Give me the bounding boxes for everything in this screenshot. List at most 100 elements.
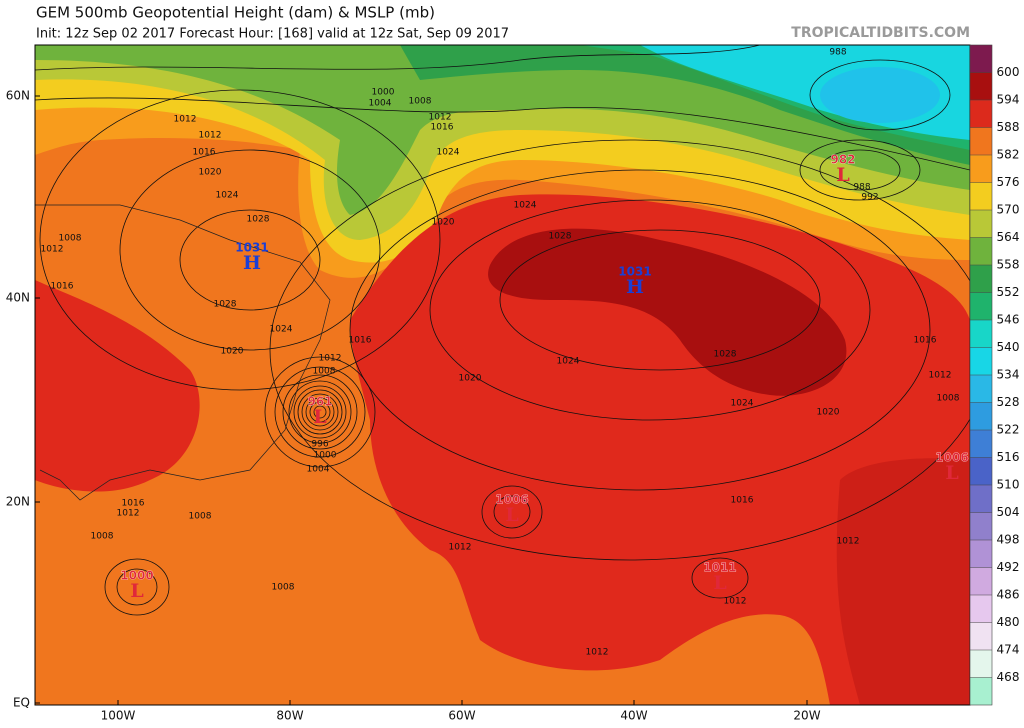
isobar-label: 1016	[431, 123, 454, 133]
isobar-label: 1016	[349, 336, 372, 346]
center-value: 1031	[618, 265, 651, 279]
isobar-label: 1024	[557, 357, 580, 367]
colorbar-swatch	[970, 237, 992, 265]
field-594	[488, 228, 847, 396]
center-value: 961	[307, 395, 332, 409]
isobar-label: 1020	[199, 168, 222, 178]
lon-label: 40W	[620, 709, 647, 723]
center-value: 1006	[495, 493, 528, 507]
isobar-label: 1008	[313, 367, 336, 377]
isobar-label: 1012	[117, 509, 140, 519]
lon-label: 100W	[101, 709, 136, 723]
isobar-label: 1012	[449, 543, 472, 553]
colorbar-swatch	[970, 677, 992, 705]
center-value: 1031	[235, 241, 268, 255]
field-africa	[836, 458, 970, 705]
field-588-west	[35, 280, 200, 492]
center-value: 982	[830, 153, 855, 167]
colorbar-label: 486	[997, 588, 1020, 602]
colorbar-swatch	[970, 320, 992, 348]
isobar-label: 1020	[432, 218, 455, 228]
colorbar-swatch	[970, 402, 992, 430]
center-value: 1000	[120, 569, 153, 583]
center-letter: L	[945, 462, 958, 484]
colorbar-label: 576	[997, 175, 1020, 189]
center-letter: L	[836, 164, 849, 186]
colorbar-swatch	[970, 650, 992, 678]
isobar-label: 1008	[189, 512, 212, 522]
isobar-label: 1028	[214, 300, 237, 310]
colorbar-label: 522	[997, 423, 1020, 437]
isobar-label: 992	[861, 193, 878, 203]
lat-label: EQ	[13, 696, 30, 710]
center-letter: L	[130, 580, 143, 602]
isobar-label: 1016	[193, 148, 216, 158]
isobar-label: 1012	[586, 648, 609, 658]
isobar-label: 1012	[199, 131, 222, 141]
field-534	[820, 67, 940, 123]
colorbar-swatch	[970, 540, 992, 568]
lat-label: 60N	[6, 89, 30, 103]
colorbar-swatch	[970, 292, 992, 320]
colorbar-label: 534	[997, 368, 1020, 382]
colorbar-swatch	[970, 72, 992, 100]
colorbar-label: 582	[997, 148, 1020, 162]
colorbar-swatch	[970, 182, 992, 210]
colorbar-label: 552	[997, 285, 1020, 299]
isobar-label: 1024	[216, 191, 239, 201]
isobar-label: 1020	[817, 408, 840, 418]
isobar-label: 1008	[91, 532, 114, 542]
brand: TROPICALTIDBITS.COM	[791, 25, 970, 41]
isobar-label: 1004	[307, 465, 330, 475]
isobars	[35, 45, 970, 616]
colorbar-label: 492	[997, 560, 1020, 574]
isobar-label: 1016	[914, 336, 937, 346]
colorbar-label: 546	[997, 313, 1020, 327]
colorbar-swatch	[970, 485, 992, 513]
colorbar-label: 594	[997, 93, 1020, 107]
isobar-label: 1008	[59, 234, 82, 244]
isobar-label: 1016	[122, 499, 145, 509]
colorbar-swatch	[970, 347, 992, 375]
isobar-label: 1028	[714, 350, 737, 360]
colorbar-swatch	[970, 100, 992, 128]
center-letter: H	[243, 252, 261, 274]
isobar-label: 1012	[429, 113, 452, 123]
isobar-label: 1012	[319, 354, 342, 364]
lon-label: 20W	[793, 709, 820, 723]
colorbar-swatch	[970, 375, 992, 403]
colorbar-label: 516	[997, 450, 1020, 464]
isobar-label: 1020	[221, 347, 244, 357]
lat-label: 20N	[6, 495, 30, 509]
colorbar-swatch	[970, 45, 992, 73]
center-letter: L	[713, 572, 726, 594]
isobar-label: 988	[853, 183, 870, 193]
colorbar-label: 558	[997, 258, 1020, 272]
isobar-label: 1024	[437, 148, 460, 158]
title: GEM 500mb Geopotential Height (dam) & MS…	[36, 4, 435, 22]
isobar-label: 996	[311, 440, 328, 450]
colorbar-swatch	[970, 457, 992, 485]
isobar-label: 1004	[369, 99, 392, 109]
isobar-label: 1024	[514, 201, 537, 211]
isobar-label: 1008	[409, 97, 432, 107]
isobar-label: 1008	[937, 394, 960, 404]
colorbar-swatch	[970, 210, 992, 238]
lon-label: 80W	[276, 709, 303, 723]
coastline	[35, 204, 331, 501]
colorbar-label: 480	[997, 615, 1020, 629]
isobar-label: 1016	[731, 496, 754, 506]
colorbar-swatch	[970, 512, 992, 540]
isobar-label: 988	[829, 48, 846, 58]
colorbar-swatch	[970, 622, 992, 650]
isobar-label: 1012	[724, 597, 747, 607]
colorbar-swatch	[970, 595, 992, 623]
colorbar-label: 528	[997, 395, 1020, 409]
isobar-label: 1000	[314, 451, 337, 461]
lat-label: 40N	[6, 291, 30, 305]
colorbar-label: 564	[997, 230, 1020, 244]
colorbar-label: 600	[997, 65, 1020, 79]
colorbar-swatch	[970, 265, 992, 293]
isobar-label: 1012	[174, 115, 197, 125]
